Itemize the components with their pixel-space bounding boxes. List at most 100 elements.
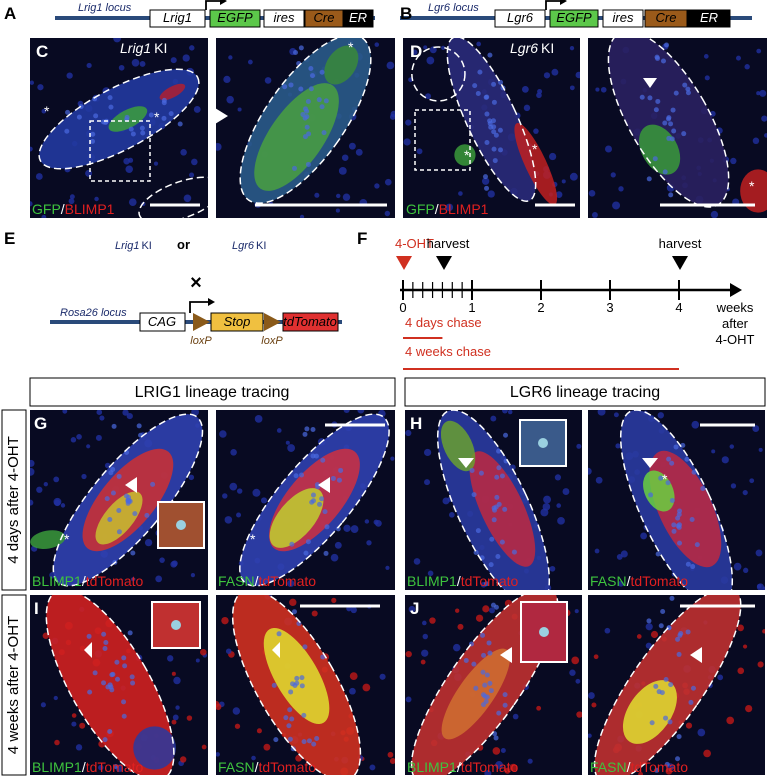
label-part: 4-OHT <box>716 332 755 347</box>
nucleus <box>483 581 489 587</box>
stain-label: BLIMP1/tdTomato <box>32 759 144 775</box>
construct-label: EGFP <box>217 10 253 25</box>
nucleus <box>664 42 670 48</box>
nucleus <box>132 511 138 517</box>
nucleus <box>691 420 700 429</box>
construct-label: Cre <box>656 10 677 25</box>
tissue <box>45 595 175 775</box>
nucleus <box>60 503 66 508</box>
construct-label: ires <box>613 10 634 25</box>
nucleus <box>717 674 724 681</box>
nucleus <box>320 457 326 463</box>
harvest-label: harvest <box>659 236 702 251</box>
nucleus <box>330 475 336 481</box>
nucleus <box>173 676 181 685</box>
nucleus <box>126 494 132 500</box>
nucleus <box>53 695 58 701</box>
panel-letter: B <box>400 4 412 23</box>
nucleus <box>182 54 190 62</box>
nucleus <box>685 722 693 729</box>
label-part: CAG <box>148 314 176 329</box>
tissue <box>514 122 558 206</box>
nucleus <box>429 617 436 624</box>
nucleus <box>638 771 644 775</box>
nucleus <box>533 128 539 134</box>
inset-cell <box>538 438 548 448</box>
nucleus <box>488 688 494 694</box>
nucleus <box>292 165 298 171</box>
nucleus <box>671 528 677 534</box>
promoter-arrow-head <box>560 0 567 5</box>
nucleus <box>389 758 395 764</box>
label-part: / <box>457 573 461 589</box>
nucleus <box>319 496 325 502</box>
nucleus <box>140 130 146 136</box>
nucleus <box>757 661 764 668</box>
nucleus <box>183 194 192 203</box>
tissue <box>740 169 767 213</box>
nucleus <box>408 605 416 613</box>
nucleus <box>670 107 676 113</box>
nucleus <box>390 456 395 461</box>
nucleus <box>300 111 306 117</box>
nucleus <box>99 415 105 421</box>
nucleus <box>496 710 502 716</box>
label-part: D <box>410 42 422 61</box>
nucleus <box>336 193 341 199</box>
label-part: 3 <box>606 300 613 315</box>
nucleus <box>491 129 497 135</box>
nucleus <box>500 748 506 754</box>
nucleus <box>221 616 229 625</box>
tissue <box>436 410 551 590</box>
nucleus <box>124 114 130 120</box>
inset <box>520 601 568 663</box>
nucleus <box>293 473 299 479</box>
label-part: A <box>4 4 16 23</box>
label-part: after <box>722 316 749 331</box>
nucleus <box>389 113 395 120</box>
label-part: FASN <box>590 573 627 589</box>
nucleus <box>668 682 674 688</box>
nucleus <box>306 738 312 744</box>
nucleus <box>676 734 682 740</box>
construct-box <box>494 9 546 28</box>
nucleus <box>30 80 35 85</box>
nucleus <box>576 443 582 449</box>
nucleus <box>234 723 241 729</box>
loxp-label: loxP <box>190 335 212 347</box>
label-part: Lgr6 <box>232 240 255 252</box>
row-label: 4 days after 4-OHT <box>5 436 22 564</box>
nucleus <box>180 149 187 156</box>
nucleus <box>469 467 475 473</box>
nucleus <box>484 111 490 117</box>
nucleus <box>295 754 302 762</box>
nucleus <box>350 525 359 533</box>
tissue <box>254 83 339 191</box>
header-box <box>29 377 396 407</box>
nucleus <box>228 55 233 60</box>
label-part: tdTomato <box>630 573 688 589</box>
promoter-arrow <box>205 0 220 10</box>
nucleus <box>386 61 395 70</box>
nucleus <box>81 473 87 480</box>
label-part: tdTomato <box>461 573 519 589</box>
nucleus <box>426 56 435 65</box>
nucleus <box>660 608 666 614</box>
label-part: Lgr6 <box>510 40 538 56</box>
nucleus <box>646 176 652 182</box>
nucleus <box>759 89 767 97</box>
nucleus <box>721 456 729 464</box>
micrograph <box>403 38 580 218</box>
nucleus <box>652 156 658 162</box>
nucleus <box>761 115 767 122</box>
nucleus <box>362 683 371 692</box>
harvest-marker <box>436 256 452 270</box>
nucleus <box>536 705 542 711</box>
nucleus <box>675 515 681 521</box>
nucleus <box>690 685 696 691</box>
nucleus <box>574 609 579 614</box>
stain-label: FASN/tdTomato <box>590 573 688 589</box>
nucleus <box>271 682 277 688</box>
nucleus <box>319 69 325 75</box>
nucleus <box>322 509 328 515</box>
